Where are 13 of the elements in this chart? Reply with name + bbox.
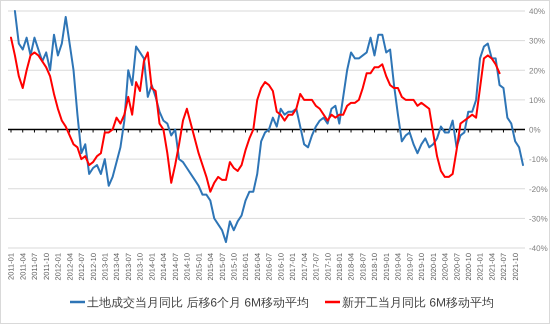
y-tick-label: 30%	[529, 36, 546, 46]
y-tick-label: 40%	[529, 7, 546, 16]
y-tick-label: -40%	[529, 244, 548, 253]
y-tick-label: 10%	[529, 96, 546, 105]
y-tick-label: -30%	[529, 214, 548, 224]
y-tick-label: 0%	[529, 126, 541, 134]
y-tick-label: -20%	[529, 184, 548, 194]
line-series	[14, 10, 524, 244]
y-tick-label: -10%	[529, 155, 548, 164]
y-tick-label: 20%	[529, 66, 546, 76]
legend-label: 新开工当月同比 6M移动平均	[342, 296, 494, 310]
line-series	[10, 36, 501, 193]
legend-label: 土地成交当月同比 后移6个月 6M移动平均	[87, 296, 310, 310]
